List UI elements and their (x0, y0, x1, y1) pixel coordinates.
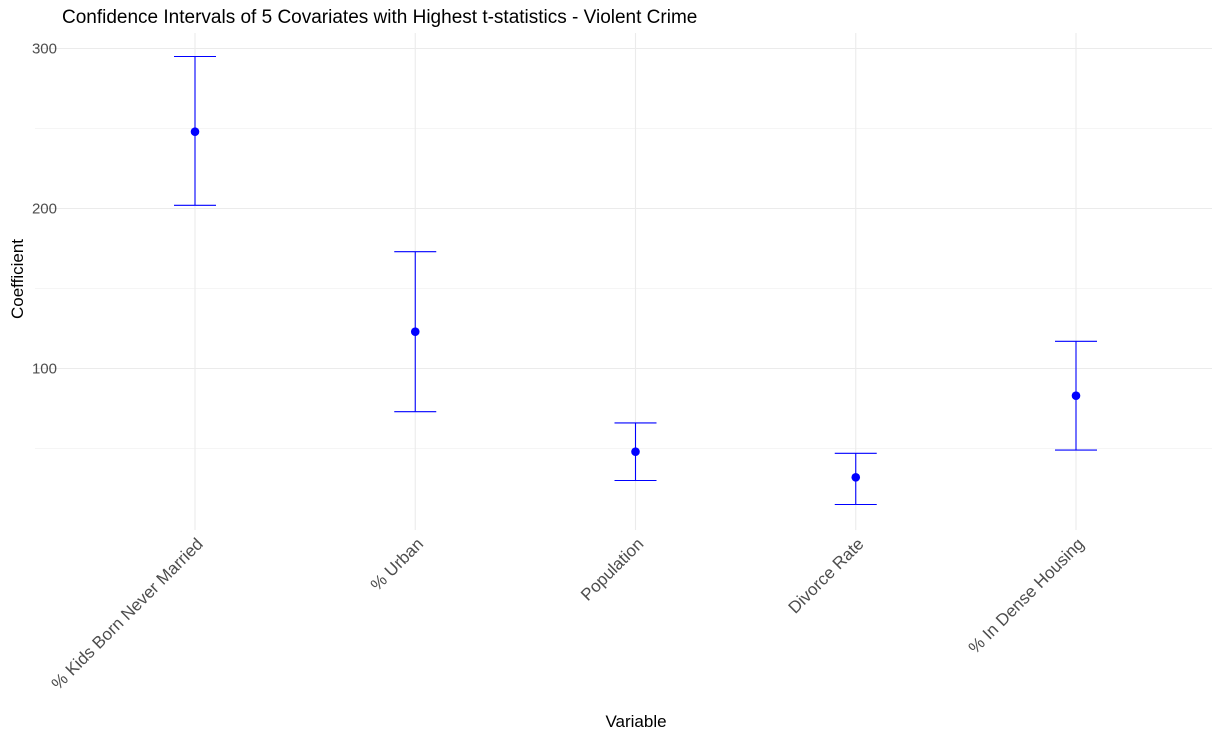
x-axis-title: Variable (605, 712, 666, 731)
x-tick-label: % Urban (367, 534, 427, 594)
y-tick-label: 200 (32, 201, 57, 218)
x-tick-label: % Kids Born Never Married (48, 534, 207, 693)
x-tick-label: % In Dense Housing (965, 534, 1088, 657)
estimate-point (410, 327, 420, 337)
estimate-point (851, 473, 861, 482)
y-tick-labels: 100 200 300 (32, 41, 57, 378)
y-axis-title: Coefficient (8, 239, 27, 319)
y-tick-label: 300 (32, 41, 57, 58)
grid-lines (35, 33, 1212, 530)
estimate-point (1071, 391, 1081, 401)
x-tick-labels: % Kids Born Never Married % Urban Populati… (48, 534, 1088, 693)
estimate-points (190, 127, 1081, 482)
y-tick-label: 100 (32, 361, 57, 378)
chart-title: Confidence Intervals of 5 Covariates wit… (62, 7, 697, 28)
estimate-point (190, 127, 200, 136)
estimate-point (631, 447, 640, 457)
x-tick-label: Population (577, 534, 647, 604)
x-tick-label: Divorce Rate (785, 534, 868, 617)
